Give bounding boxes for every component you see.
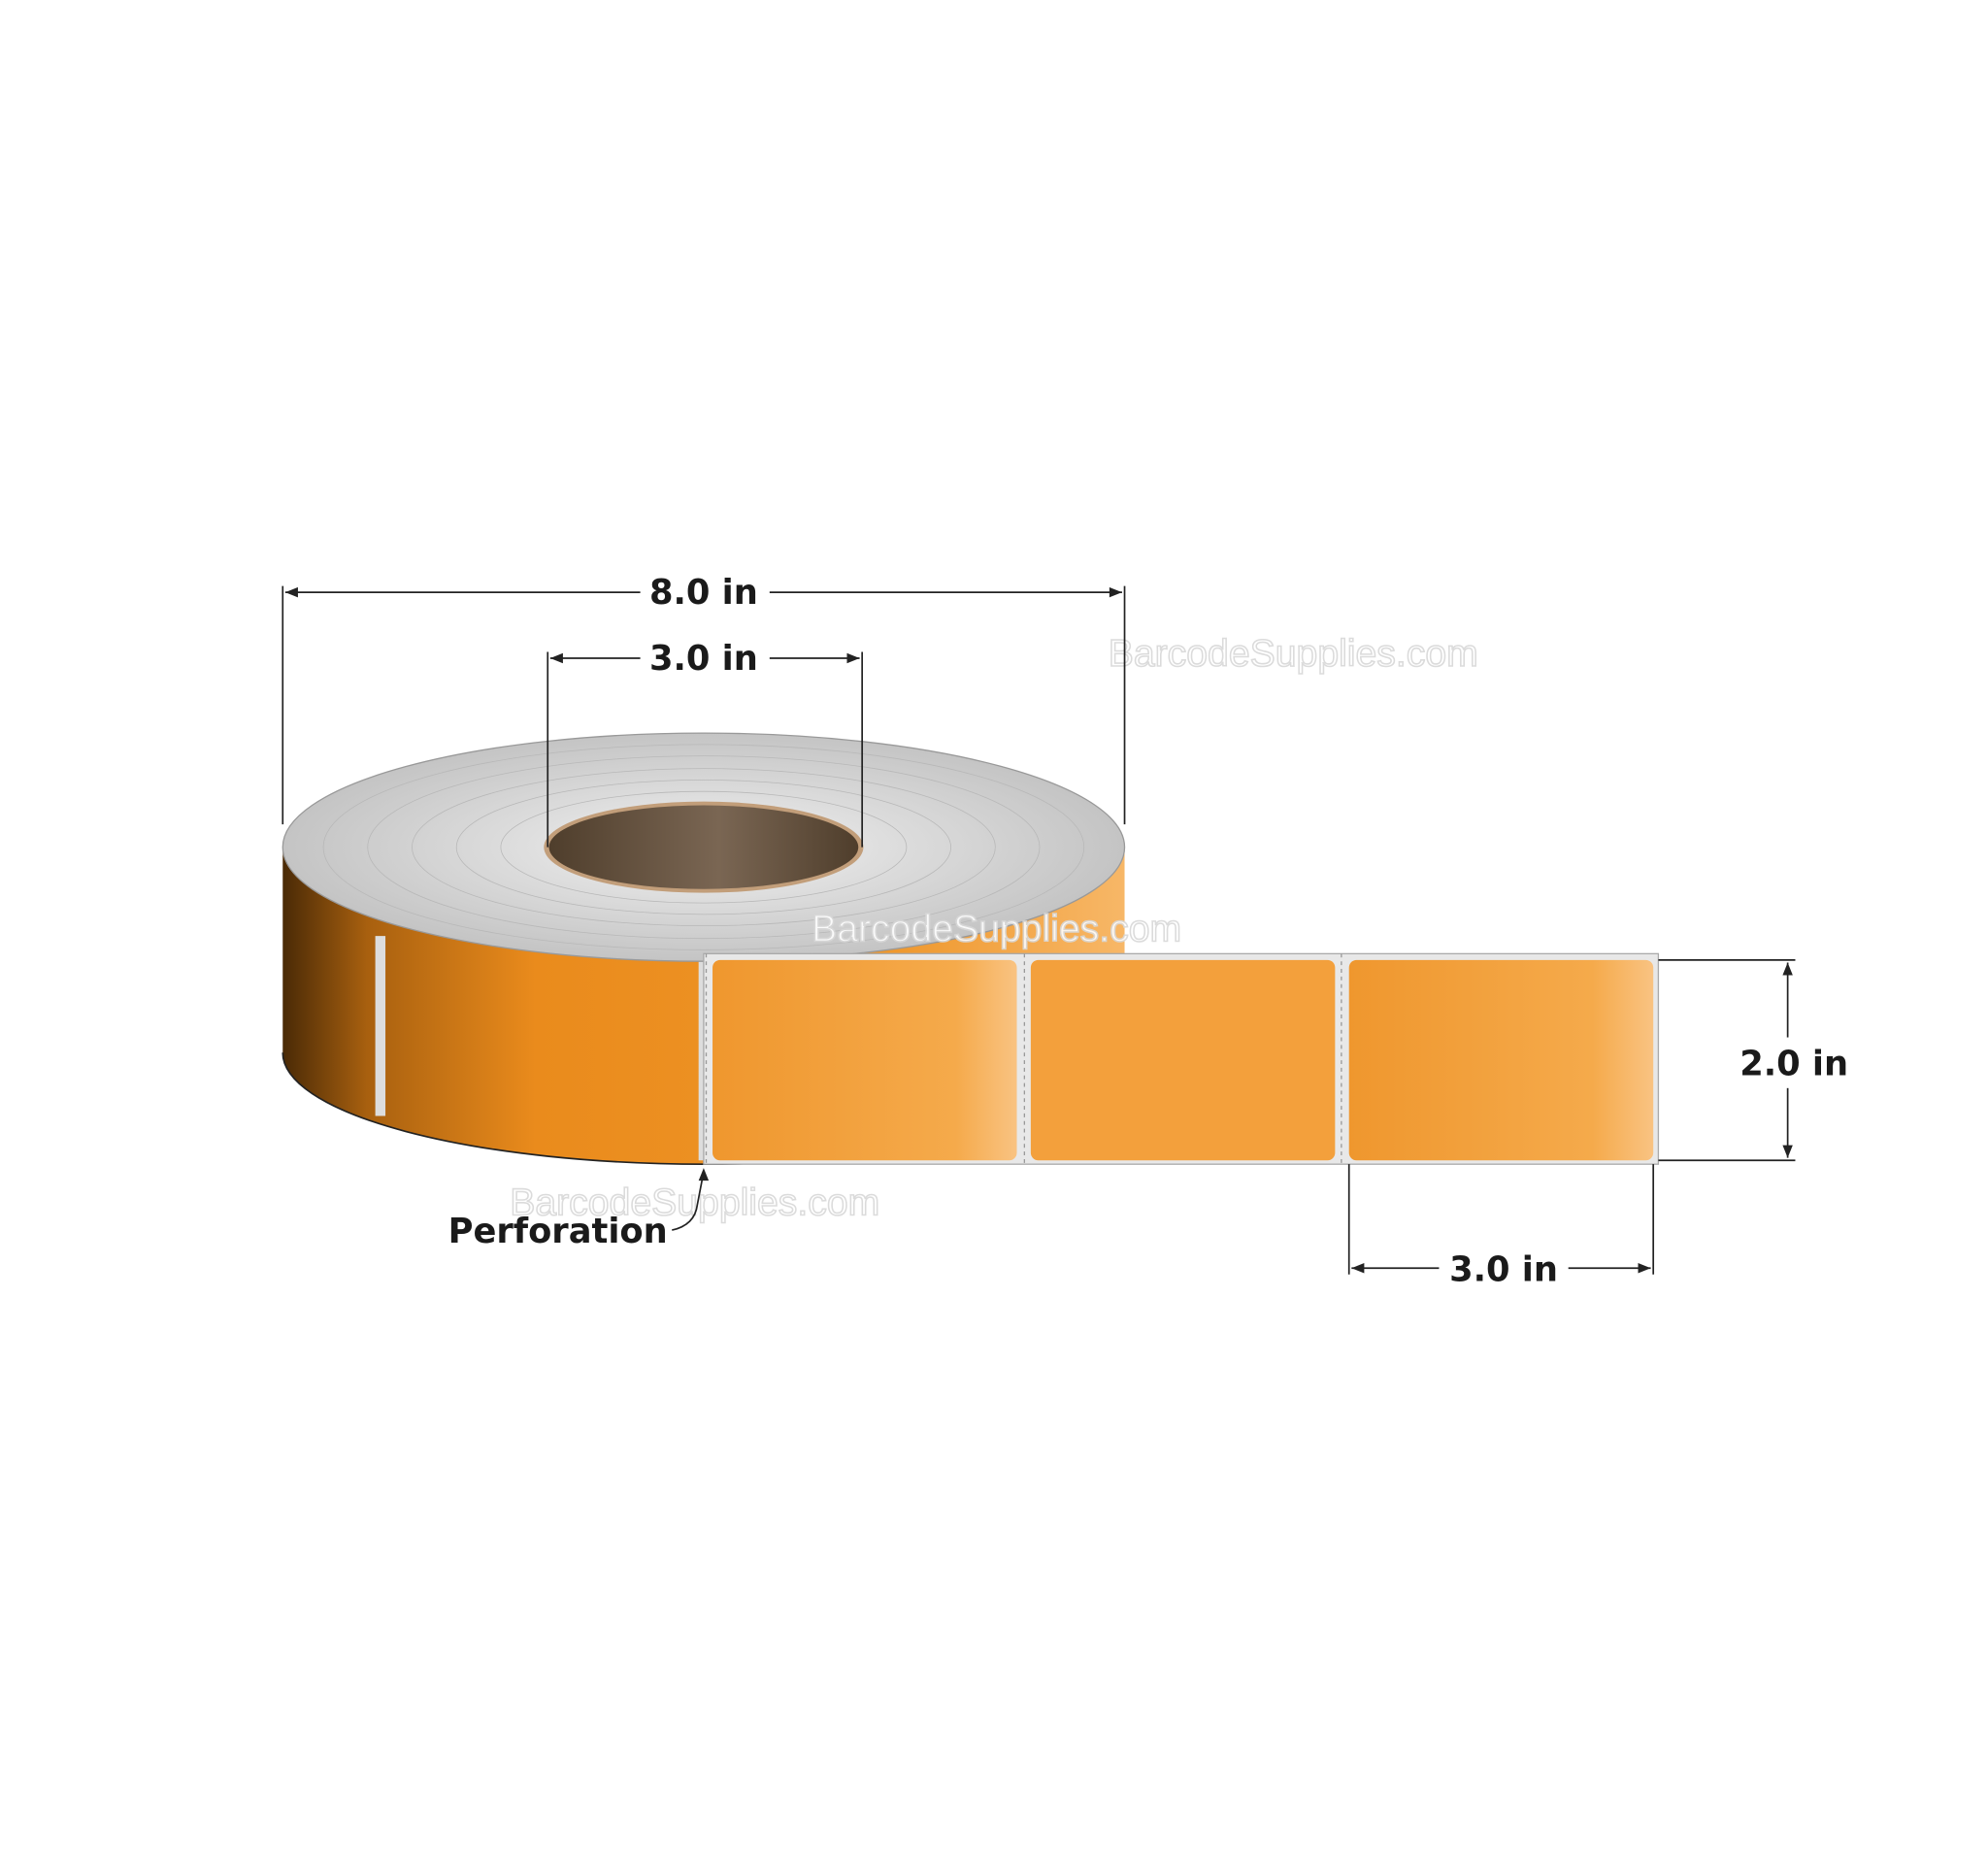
roll-winding-rings [322, 744, 1085, 950]
label-width-label: 3.0 in [1449, 1249, 1558, 1289]
label-height-label: 2.0 in [1740, 1045, 1848, 1084]
label [1348, 959, 1654, 1161]
label-strip [703, 952, 1660, 1165]
label-height-dimension: 2.0 in [1658, 959, 1848, 1162]
label [712, 959, 1017, 1161]
perforation-callout: Perforation [448, 1168, 710, 1251]
outer-diameter-dimension: 8.0 in [282, 573, 1126, 825]
core-hole [548, 805, 859, 889]
core-diameter-label: 3.0 in [649, 639, 758, 679]
watermark: BarcodeSupplies.com [510, 1181, 879, 1223]
core-diameter-dimension: 3.0 in [547, 639, 864, 848]
watermark: BarcodeSupplies.com [812, 908, 1181, 949]
label-width-dimension: 3.0 in [1347, 1164, 1655, 1289]
label [1030, 959, 1336, 1161]
perforation-label: Perforation [448, 1212, 668, 1251]
watermark: BarcodeSupplies.com [1109, 633, 1478, 675]
outer-diameter-label: 8.0 in [649, 573, 758, 613]
